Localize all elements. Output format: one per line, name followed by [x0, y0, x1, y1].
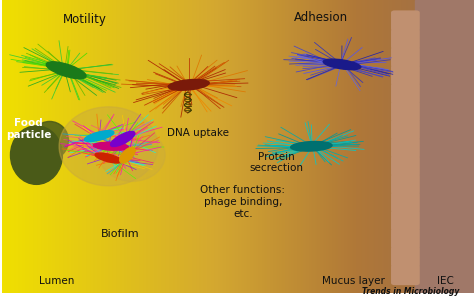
Text: IEC: IEC: [438, 276, 454, 286]
Ellipse shape: [110, 131, 135, 147]
Text: Food
particle: Food particle: [6, 118, 51, 139]
Ellipse shape: [84, 131, 114, 141]
Ellipse shape: [168, 80, 209, 90]
FancyBboxPatch shape: [391, 246, 420, 267]
Ellipse shape: [95, 153, 122, 163]
Text: DNA uptake: DNA uptake: [167, 128, 229, 138]
FancyBboxPatch shape: [391, 174, 420, 194]
FancyBboxPatch shape: [391, 83, 420, 104]
FancyBboxPatch shape: [391, 210, 420, 231]
FancyBboxPatch shape: [391, 264, 420, 285]
Text: Other functions:
phage binding,
etc.: Other functions: phage binding, etc.: [201, 185, 285, 218]
FancyBboxPatch shape: [391, 228, 420, 249]
Ellipse shape: [291, 141, 332, 151]
FancyBboxPatch shape: [391, 137, 420, 158]
FancyBboxPatch shape: [391, 119, 420, 140]
Ellipse shape: [10, 126, 63, 184]
Ellipse shape: [323, 59, 361, 70]
FancyBboxPatch shape: [391, 101, 420, 122]
Text: Protein
secrection: Protein secrection: [249, 152, 303, 173]
FancyBboxPatch shape: [391, 155, 420, 176]
Ellipse shape: [93, 142, 128, 150]
Text: Biofilm: Biofilm: [101, 229, 140, 239]
Ellipse shape: [31, 121, 69, 160]
Text: Motility: Motility: [63, 12, 107, 25]
FancyBboxPatch shape: [391, 47, 420, 67]
Ellipse shape: [46, 62, 86, 79]
FancyBboxPatch shape: [391, 192, 420, 213]
Text: Lumen: Lumen: [39, 276, 74, 286]
FancyBboxPatch shape: [391, 65, 420, 86]
Ellipse shape: [99, 129, 165, 181]
Ellipse shape: [59, 107, 158, 186]
Ellipse shape: [120, 147, 135, 163]
Text: Trends in Microbiology: Trends in Microbiology: [363, 287, 460, 296]
Text: Adhesion: Adhesion: [294, 11, 348, 24]
FancyBboxPatch shape: [391, 28, 420, 49]
Bar: [415, 0, 474, 293]
FancyBboxPatch shape: [391, 10, 420, 31]
Text: Mucus layer: Mucus layer: [322, 276, 385, 286]
